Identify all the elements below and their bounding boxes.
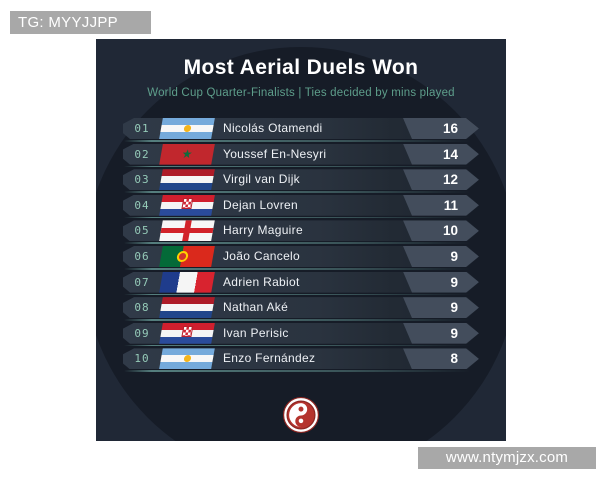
table-row: 05 Harry Maguire 10 [123,220,479,244]
flag-emblem-icon [181,198,193,209]
rank-label: 06 [134,249,150,263]
rank-label: 08 [134,301,150,315]
rank-label: 10 [134,352,150,366]
header: Most Aerial Duels Won World Cup Quarter-… [96,39,506,99]
brand-logo-icon [282,396,320,434]
flag-morocco-icon [159,144,215,165]
player-name: João Cancelo [223,248,300,263]
player-name: Ivan Perisic [223,325,289,340]
flag-croatia-icon [159,195,215,216]
flag-croatia-icon [159,323,215,344]
player-name: Nicolás Otamendi [223,121,323,135]
rank-label: 07 [134,275,150,289]
table-row: 10 Enzo Fernández 8 [123,348,479,372]
table-row: 08 Nathan Aké 9 [123,297,479,321]
flag-emblem-icon [183,125,191,132]
rank-label: 01 [134,122,150,135]
flag-netherlands-icon [159,297,215,318]
table-row: 06 João Cancelo 9 [123,246,479,270]
row-shape: 08 Nathan Aké 9 [123,297,479,318]
value-badge: 14 [403,144,479,165]
value-badge: 11 [403,195,479,216]
flag-england-icon [159,220,215,241]
flag-emblem-icon [181,326,193,337]
value-badge: 12 [403,169,479,190]
flag-france-icon [159,272,215,293]
player-name: Enzo Fernández [223,351,316,366]
page-title: Most Aerial Duels Won [183,56,419,79]
player-name: Dejan Lovren [223,197,298,212]
player-name: Virgil van Dijk [223,172,300,187]
website-watermark: www.ntymjzx.com [418,447,596,469]
player-name: Harry Maguire [223,223,303,238]
row-shape: 07 Adrien Rabiot 9 [123,272,479,293]
table-row: 01 Nicolás Otamendi 16 [123,118,479,142]
value-badge: 16 [403,118,479,139]
value-badge: 9 [403,246,479,267]
flag-argentina-icon [159,348,215,369]
row-shape: 02 Youssef En-Nesyri 14 [123,144,479,165]
rank-label: 04 [134,198,150,212]
row-shape: 09 Ivan Perisic 9 [123,323,479,344]
flag-emblem-icon [176,251,189,262]
rank-label: 02 [134,147,150,161]
table-row: 09 Ivan Perisic 9 [123,323,479,347]
page-subtitle: World Cup Quarter-Finalists | Ties decid… [147,87,455,99]
rank-label: 03 [134,173,150,187]
player-name: Nathan Aké [223,300,289,315]
table-row: 02 Youssef En-Nesyri 14 [123,144,479,168]
row-shape: 06 João Cancelo 9 [123,246,479,267]
row-shape: 01 Nicolás Otamendi 16 [123,118,479,139]
player-name: Adrien Rabiot [223,274,300,289]
value-badge: 10 [403,220,479,241]
table-row: 04 Dejan Lovren 11 [123,195,479,219]
table-row: 07 Adrien Rabiot 9 [123,272,479,296]
value-badge: 8 [403,348,479,369]
infographic-panel: Most Aerial Duels Won World Cup Quarter-… [96,39,506,441]
flag-portugal-icon [159,246,215,267]
row-shape: 05 Harry Maguire 10 [123,220,479,241]
rank-label: 09 [134,326,150,340]
value-badge: 9 [403,323,479,344]
value-badge: 9 [403,297,479,318]
flag-argentina-icon [159,118,215,139]
row-shape: 04 Dejan Lovren 11 [123,195,479,216]
flag-emblem-icon [159,144,215,165]
value-badge: 9 [403,272,479,293]
player-name: Youssef En-Nesyri [223,146,327,161]
leaderboard-list: 01 Nicolás Otamendi 16 02 Youssef En-Nesyri 1… [123,118,479,372]
telegram-label: TG: MYYJJPP [10,11,151,34]
row-shape: 03 Virgil van Dijk 12 [123,169,479,190]
rank-label: 05 [134,224,150,238]
flag-netherlands-icon [159,169,215,190]
row-shape: 10 Enzo Fernández 8 [123,348,479,369]
table-row: 03 Virgil van Dijk 12 [123,169,479,193]
flag-emblem-icon [183,355,191,362]
